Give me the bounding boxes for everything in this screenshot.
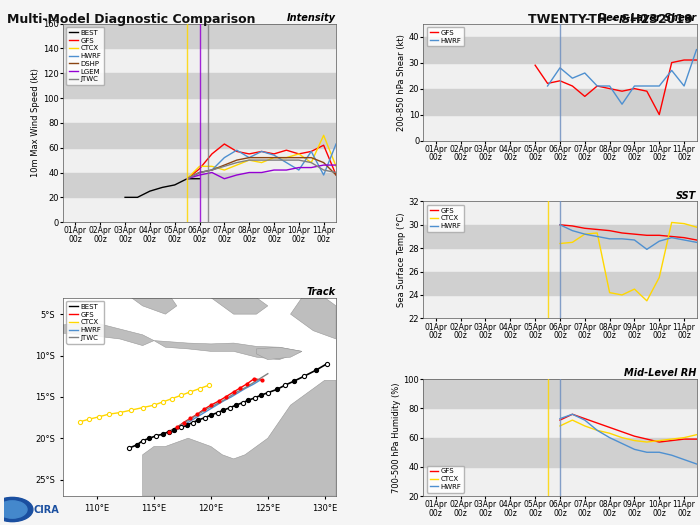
Bar <box>424 37 696 62</box>
Y-axis label: Sea Surface Temp (°C): Sea Surface Temp (°C) <box>397 213 406 307</box>
Bar <box>63 173 336 197</box>
Legend: BEST, GFS, CTCX, HWRF, JTWC: BEST, GFS, CTCX, HWRF, JTWC <box>66 301 104 343</box>
Polygon shape <box>143 380 336 496</box>
Text: Intensity: Intensity <box>287 13 336 23</box>
Circle shape <box>0 497 33 522</box>
Legend: GFS, CTCX, HWRF: GFS, CTCX, HWRF <box>427 466 465 492</box>
Polygon shape <box>256 347 302 360</box>
Legend: GFS, CTCX, HWRF: GFS, CTCX, HWRF <box>427 205 465 232</box>
Text: Track: Track <box>307 287 336 297</box>
Bar <box>424 379 696 408</box>
Bar <box>63 123 336 148</box>
Text: Deep-Layer Shear: Deep-Layer Shear <box>598 13 696 23</box>
Text: CIRA: CIRA <box>34 505 60 514</box>
Legend: GFS, HWRF: GFS, HWRF <box>427 27 465 46</box>
Bar <box>424 271 696 295</box>
Polygon shape <box>40 323 154 345</box>
Y-axis label: 10m Max Wind Speed (kt): 10m Max Wind Speed (kt) <box>32 68 40 177</box>
Circle shape <box>0 501 27 518</box>
Bar <box>424 89 696 114</box>
Bar <box>424 225 696 248</box>
Legend: BEST, GFS, CTCX, HWRF, DSHP, LGEM, JTWC: BEST, GFS, CTCX, HWRF, DSHP, LGEM, JTWC <box>66 27 104 85</box>
Text: Mid-Level RH: Mid-Level RH <box>624 369 696 379</box>
Polygon shape <box>211 281 268 314</box>
Bar <box>63 74 336 98</box>
Polygon shape <box>74 277 177 314</box>
Y-axis label: 200-850 hPa Shear (kt): 200-850 hPa Shear (kt) <box>397 34 406 131</box>
Polygon shape <box>154 341 302 360</box>
Text: Multi-Model Diagnostic Comparison: Multi-Model Diagnostic Comparison <box>7 13 256 26</box>
Polygon shape <box>290 298 336 339</box>
Bar <box>63 24 336 48</box>
Text: TWENTY-TH - SH232019: TWENTY-TH - SH232019 <box>528 13 693 26</box>
Y-axis label: 700-500 hPa Humidity (%): 700-500 hPa Humidity (%) <box>392 382 400 493</box>
Text: SST: SST <box>676 191 696 201</box>
Bar <box>424 438 696 467</box>
